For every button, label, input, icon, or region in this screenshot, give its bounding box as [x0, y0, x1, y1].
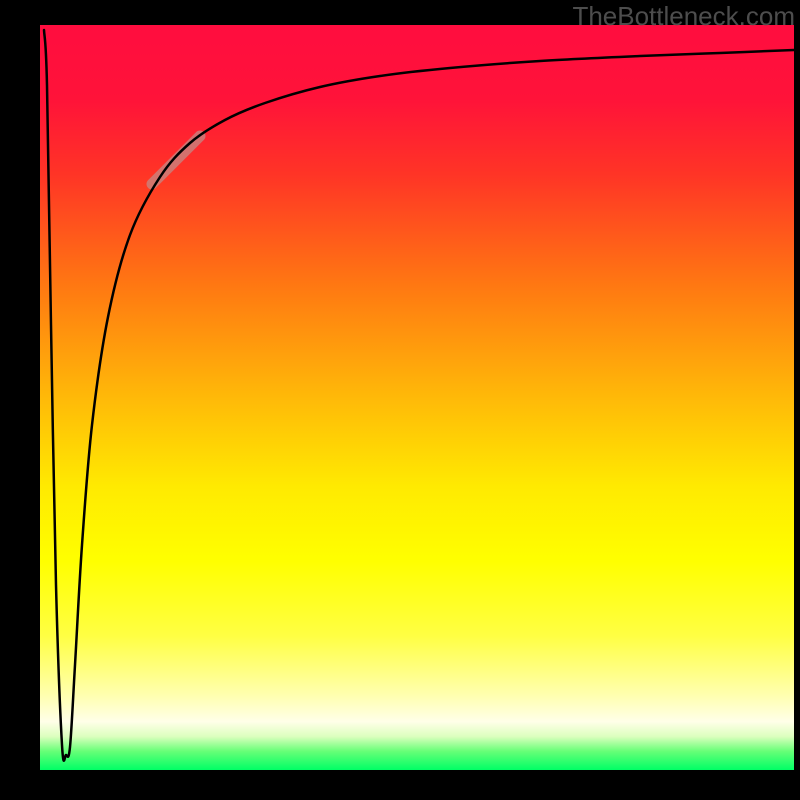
watermark-text: TheBottleneck.com [572, 1, 795, 32]
bottleneck-curve [44, 30, 794, 761]
chart-frame [0, 0, 800, 800]
plot-area [40, 25, 794, 770]
curve-layer [40, 25, 794, 770]
